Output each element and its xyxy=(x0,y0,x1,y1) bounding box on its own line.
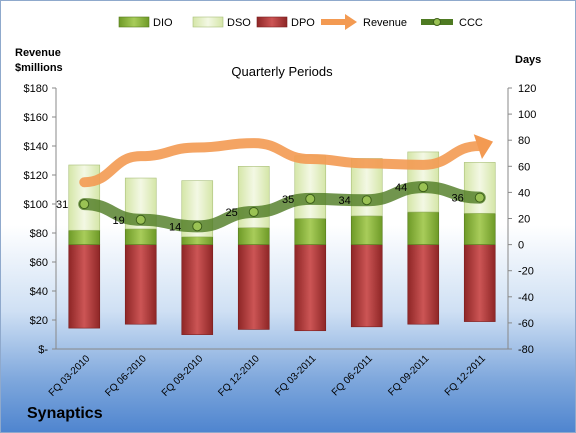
ccc-point xyxy=(418,182,429,193)
bar-dio xyxy=(68,229,101,245)
right-tick-label: -20 xyxy=(518,266,534,278)
legend-label-ccc: CCC xyxy=(459,17,483,29)
left-tick-label: $120 xyxy=(24,170,48,182)
legend-revenue-arrowhead xyxy=(345,14,357,30)
x-tick-label: FQ 09-2011 xyxy=(386,353,431,398)
bar-dpo xyxy=(237,244,270,330)
bar-dio xyxy=(407,211,440,245)
legend-swatch-dio xyxy=(118,16,150,28)
right-axis-label: Days xyxy=(515,54,541,66)
left-tick-label: $60 xyxy=(30,257,48,269)
right-tick-label: 40 xyxy=(518,187,530,199)
bar-dso xyxy=(463,162,496,214)
ccc-point xyxy=(361,195,372,206)
bar-dpo xyxy=(68,244,101,329)
left-tick-label: $140 xyxy=(24,141,48,153)
bar-dpo xyxy=(350,244,383,328)
ccc-point xyxy=(135,214,146,225)
legend-swatch-dso xyxy=(192,16,224,28)
x-tick-label: FQ 12-2011 xyxy=(443,353,488,398)
bar-dio xyxy=(181,236,214,245)
ccc-data-label: 34 xyxy=(339,195,351,207)
left-axis-label-line1: Revenue xyxy=(15,47,61,59)
company-name: Synaptics xyxy=(27,405,103,422)
bar-dpo xyxy=(407,244,440,325)
bar-dio xyxy=(463,212,496,245)
bar-dpo xyxy=(181,244,214,335)
legend-label-dpo: DPO xyxy=(291,17,315,29)
left-axis-label-line2: $millions xyxy=(15,62,63,74)
ccc-point xyxy=(248,206,259,217)
bar-dio xyxy=(237,227,270,245)
bar-dio xyxy=(350,215,383,245)
ccc-point xyxy=(474,192,485,203)
legend-label-revenue: Revenue xyxy=(363,17,407,29)
right-tick-label: -80 xyxy=(518,344,534,356)
bar-dio xyxy=(124,228,157,245)
left-tick-label: $20 xyxy=(30,315,48,327)
revenue-arrowhead xyxy=(473,134,494,159)
ccc-data-label: 25 xyxy=(226,207,238,219)
ccc-point xyxy=(305,193,316,204)
bar-dpo xyxy=(294,244,327,332)
x-tick-label: FQ 06-2011 xyxy=(330,353,375,398)
left-tick-label: $160 xyxy=(24,112,48,124)
ccc-point xyxy=(79,199,90,210)
x-tick-label: FQ 06-2010 xyxy=(103,353,149,399)
right-tick-label: 60 xyxy=(518,161,530,173)
revenue-line xyxy=(79,138,485,188)
left-tick-label: $100 xyxy=(24,199,48,211)
ccc-data-label: 31 xyxy=(56,199,68,211)
right-tick-label: 80 xyxy=(518,135,530,147)
right-tick-label: -40 xyxy=(518,292,534,304)
legend-ccc-marker xyxy=(433,18,441,26)
ccc-data-label: 14 xyxy=(169,221,181,233)
left-tick-label: $80 xyxy=(30,228,48,240)
bar-dso xyxy=(294,155,327,219)
bar-dio xyxy=(294,218,327,245)
right-tick-label: 20 xyxy=(518,214,530,226)
chart-title: Quarterly Periods xyxy=(231,64,333,79)
x-tick-label: FQ 03-2011 xyxy=(273,353,318,398)
legend-label-dso: DSO xyxy=(227,17,251,29)
right-tick-label: 100 xyxy=(518,109,536,121)
bar-dpo xyxy=(463,244,496,322)
right-tick-label: -60 xyxy=(518,318,534,330)
left-tick-label: $- xyxy=(38,344,48,356)
x-tick-label: FQ 03-2010 xyxy=(47,353,93,399)
x-tick-label: FQ 09-2010 xyxy=(160,353,206,399)
legend-swatch-dpo xyxy=(256,16,288,28)
ccc-data-label: 35 xyxy=(282,194,294,206)
ccc-point xyxy=(192,221,203,232)
ccc-data-label: 19 xyxy=(113,215,125,227)
left-tick-label: $180 xyxy=(24,83,48,95)
bar-dpo xyxy=(124,244,157,325)
ccc-data-label: 36 xyxy=(452,193,464,205)
x-tick-label: FQ 12-2010 xyxy=(216,353,262,399)
right-tick-label: 0 xyxy=(518,240,524,252)
right-tick-label: 120 xyxy=(518,83,536,95)
left-tick-label: $40 xyxy=(30,286,48,298)
bar-dso xyxy=(68,164,101,231)
legend-label-dio: DIO xyxy=(153,17,173,29)
ccc-data-label: 44 xyxy=(395,182,407,194)
